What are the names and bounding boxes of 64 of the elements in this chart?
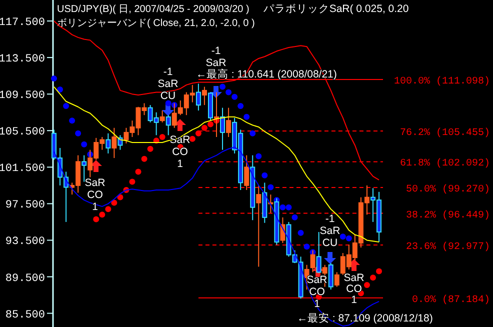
point <box>226 89 232 96</box>
point <box>262 172 268 178</box>
point <box>195 130 202 136</box>
point <box>111 200 118 206</box>
y-tick-label: 101.500 <box>0 163 45 176</box>
y-tick-label: 113.500 <box>0 54 45 66</box>
annotation: SaR CO 1 <box>84 177 106 213</box>
y-tick-label: 105.500 <box>0 126 45 139</box>
ref-line-label: 61.8% (102.092) <box>400 158 490 170</box>
point <box>75 130 82 136</box>
point <box>244 114 250 120</box>
y-tick-label: 109.500 <box>0 90 45 102</box>
point <box>63 102 70 109</box>
point <box>159 134 166 140</box>
y-tick-label: 85.500 <box>5 309 45 322</box>
y-tick-label: 93.500 <box>5 236 45 248</box>
ref-line-label: 38.2% (96.449) <box>406 209 490 222</box>
point <box>189 136 196 142</box>
point <box>147 146 154 152</box>
point <box>129 178 136 185</box>
point <box>81 141 88 148</box>
point <box>220 84 226 90</box>
point <box>370 274 376 281</box>
point <box>250 130 256 136</box>
point <box>117 194 124 200</box>
point <box>135 168 142 175</box>
annotation: -1 SaR CU <box>158 66 179 102</box>
annotation: SaR CO 1 <box>170 134 191 170</box>
ref-line-label: 100.0% (111.098) <box>394 75 490 88</box>
y-tick-label: 117.500 <box>0 17 45 30</box>
point <box>340 234 346 240</box>
point <box>51 76 57 82</box>
point <box>201 124 208 131</box>
point <box>298 230 304 236</box>
point <box>105 206 112 212</box>
point <box>93 216 100 222</box>
text: ボリンジャーバンド( Close, 21, 2.0, -2.0, 0 ) <box>57 18 255 29</box>
chart-title: USD/JPY(B)( 日, 2007/04/25 - 2009/03/20 ) <box>57 4 250 15</box>
point <box>364 282 370 288</box>
annotation: -1 SaR CU <box>320 213 341 249</box>
point <box>57 86 64 93</box>
y-tick-label: 89.500 <box>5 272 45 285</box>
point <box>207 121 214 128</box>
ref-line-label: 50.0% (99.270) <box>406 184 490 196</box>
point <box>304 244 310 250</box>
y-tick-label: 97.500 <box>5 200 45 212</box>
point <box>376 268 382 274</box>
point <box>165 100 172 106</box>
ref-line-label: 0.0% (87.184) <box>412 294 490 306</box>
point <box>280 204 286 210</box>
point <box>256 153 262 160</box>
point <box>99 212 106 218</box>
point <box>69 118 76 124</box>
annotation: -1 SaR <box>206 45 227 69</box>
point <box>292 214 298 220</box>
ref-line-label: 76.2% (105.455) <box>400 127 490 140</box>
point <box>268 184 274 190</box>
point <box>141 156 148 162</box>
ref-line-label: 23.6% (92.977) <box>406 241 490 254</box>
point <box>238 102 244 109</box>
point <box>346 235 352 242</box>
annotation: パラボリックSaR( 0.025, 0.20 <box>262 3 409 15</box>
point <box>232 94 238 100</box>
point <box>286 204 292 210</box>
